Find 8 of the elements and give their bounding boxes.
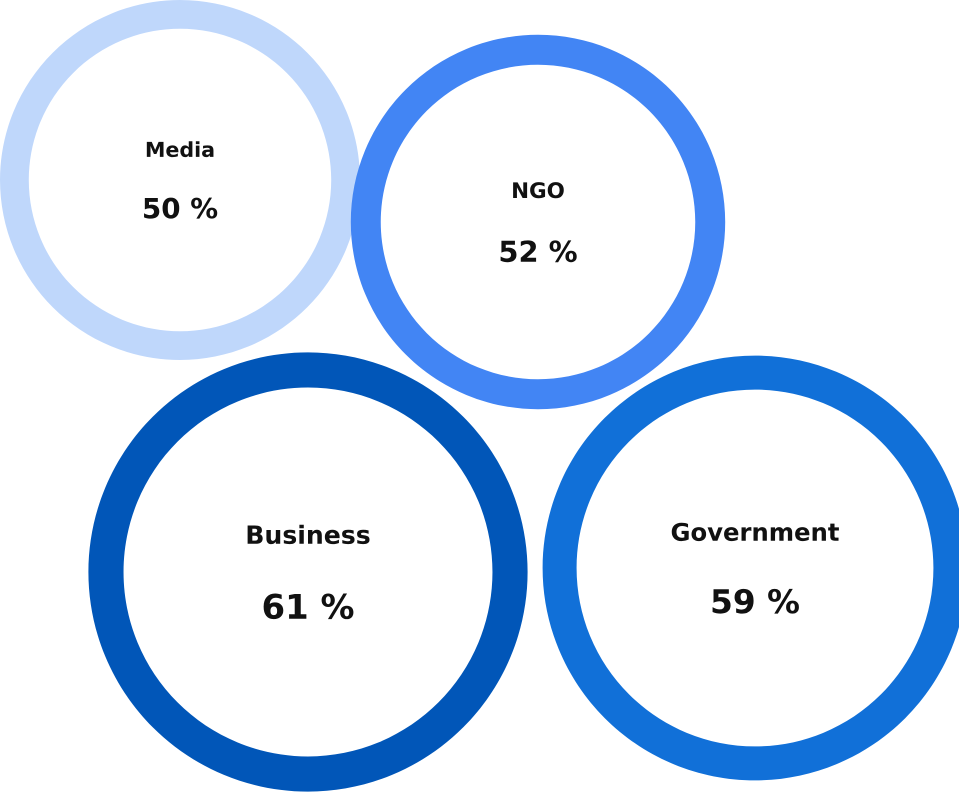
category-label: Government — [672, 522, 839, 542]
data-label: 59 % — [712, 588, 799, 614]
category-label: Media — [146, 141, 214, 158]
data-label: 61 % — [264, 594, 354, 620]
data-label: 52 % — [500, 240, 577, 262]
data-label: 50 % — [144, 198, 218, 219]
category-label: Business — [248, 524, 370, 544]
category-label: NGO — [513, 182, 564, 198]
